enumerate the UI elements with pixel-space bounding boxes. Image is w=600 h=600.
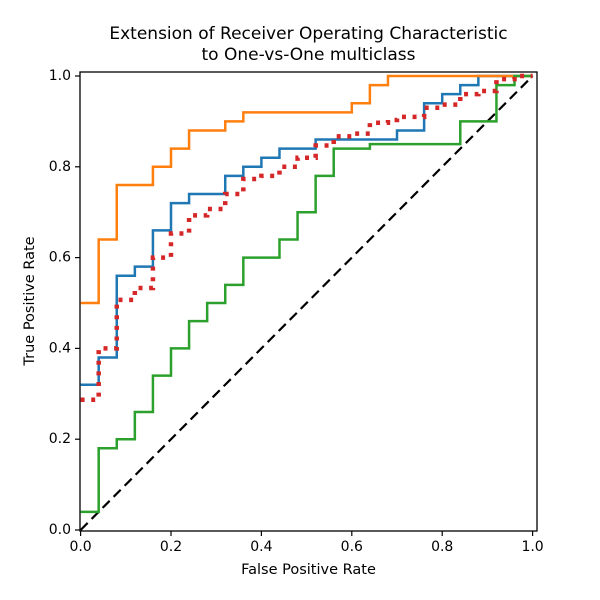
x-tick-label: 0.6 [341, 539, 363, 555]
y-tick-label: 0.0 [49, 522, 71, 538]
average-curve-red-dotted [80, 73, 533, 402]
y-tick-label: 0.4 [49, 340, 71, 356]
chart-title: Extension of Receiver Operating Characte… [80, 24, 537, 66]
x-tick-label: 0.2 [160, 539, 182, 555]
y-tick-label: 0.8 [49, 159, 71, 175]
roc-curve-green [80, 74, 533, 514]
y-tick-label: 0.6 [49, 250, 71, 266]
y-tick-label: 0.2 [49, 431, 71, 447]
y-axis-label-text: True Positive Rate [22, 236, 38, 366]
roc-curve-orange [80, 74, 533, 305]
x-tick-label: 1.0 [521, 539, 543, 555]
roc-curve-blue [80, 74, 533, 386]
axes-box [79, 71, 538, 532]
x-axis-label: False Positive Rate [241, 562, 376, 578]
x-tick-label: 0.8 [431, 539, 453, 555]
chance-diagonal [79, 75, 534, 531]
chart-title-line2: to One-vs-One multiclass [201, 45, 416, 65]
chart-title-line1: Extension of Receiver Operating Characte… [109, 24, 508, 44]
y-tick-label: 1.0 [49, 68, 71, 84]
x-tick-label: 0.4 [250, 539, 272, 555]
x-tick-label: 0.0 [69, 539, 91, 555]
